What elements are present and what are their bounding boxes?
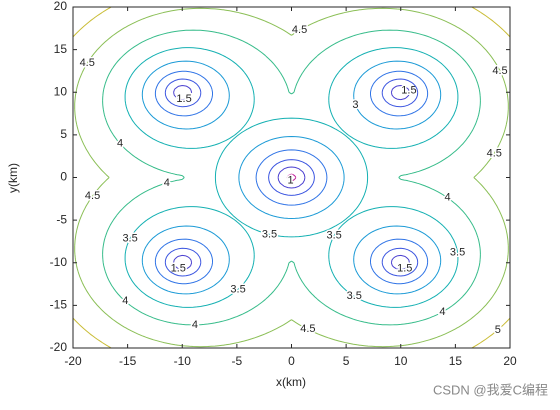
x-tick-label: 20 bbox=[503, 354, 517, 368]
contour-label: 3.5 bbox=[262, 228, 277, 240]
contour-label: 3.5 bbox=[230, 283, 245, 295]
y-tick-label: -15 bbox=[50, 298, 68, 312]
x-tick-label: 10 bbox=[394, 354, 408, 368]
contour-line bbox=[154, 70, 429, 285]
contour-label: 3 bbox=[352, 99, 358, 111]
contour-label: 4.5 bbox=[85, 190, 100, 202]
contour-label: 4.5 bbox=[487, 147, 502, 159]
contour-label: 4 bbox=[117, 138, 123, 150]
contour-label: 4.5 bbox=[292, 24, 307, 36]
contour-label: 4 bbox=[122, 295, 128, 307]
y-tick-label: 10 bbox=[54, 84, 68, 98]
contour-label: 1.5 bbox=[397, 263, 412, 275]
contour-label: 4 bbox=[444, 192, 450, 204]
x-tick-label: -10 bbox=[174, 354, 192, 368]
y-tick-label: -10 bbox=[50, 255, 68, 269]
y-tick-label: 5 bbox=[60, 127, 67, 141]
contour-label: 1.5 bbox=[176, 93, 191, 105]
x-tick-label: 0 bbox=[288, 354, 295, 368]
watermark: CSDN @我爱C编程 bbox=[433, 382, 548, 397]
contour-label: 3.5 bbox=[326, 230, 341, 242]
x-tick-label: 5 bbox=[343, 354, 350, 368]
contour-label: 4 bbox=[439, 306, 445, 318]
contour-label: 3.5 bbox=[347, 290, 362, 302]
x-tick-label: -5 bbox=[232, 354, 243, 368]
x-tick-label: 15 bbox=[449, 354, 463, 368]
x-tick-label: -15 bbox=[119, 354, 137, 368]
contour-label: 1.5 bbox=[171, 263, 186, 275]
contour-line bbox=[72, 6, 511, 349]
contour-label: 4.5 bbox=[80, 57, 95, 69]
contour-label: 1 bbox=[288, 175, 294, 187]
contour-label: 4.5 bbox=[300, 323, 315, 335]
plot-area bbox=[73, 7, 510, 348]
y-tick-label: 0 bbox=[60, 170, 67, 184]
contour-label: 3.5 bbox=[450, 247, 465, 259]
contour-line bbox=[141, 60, 442, 295]
contour-line bbox=[173, 85, 410, 270]
contour-label: 4 bbox=[164, 177, 170, 189]
contour-line bbox=[124, 47, 459, 308]
contour-label: 4.5 bbox=[492, 65, 507, 77]
contour-line bbox=[102, 29, 481, 326]
contour-label: 5 bbox=[495, 324, 501, 336]
contour-label: 4 bbox=[192, 319, 198, 331]
contour-line bbox=[164, 78, 419, 277]
contours: 1 1.5 1.5 1.5 1.5 3 3.5 3.5 3.5 3.5 3.5 3.5 4 4 4 4 4 4 4.… bbox=[72, 6, 511, 349]
y-tick-label: 15 bbox=[54, 42, 68, 56]
x-axis-label: x(km) bbox=[276, 375, 306, 389]
y-tick-label: -20 bbox=[50, 340, 68, 354]
x-tick-label: -20 bbox=[64, 354, 82, 368]
contour-label: 3.5 bbox=[122, 233, 137, 245]
contour-line bbox=[74, 7, 509, 348]
y-tick-label: -5 bbox=[56, 212, 67, 226]
y-axis-label: y(km) bbox=[6, 163, 20, 193]
contour-line bbox=[286, 173, 297, 182]
contour-label: 1.5 bbox=[401, 85, 416, 97]
y-tick-label: 20 bbox=[54, 0, 68, 13]
